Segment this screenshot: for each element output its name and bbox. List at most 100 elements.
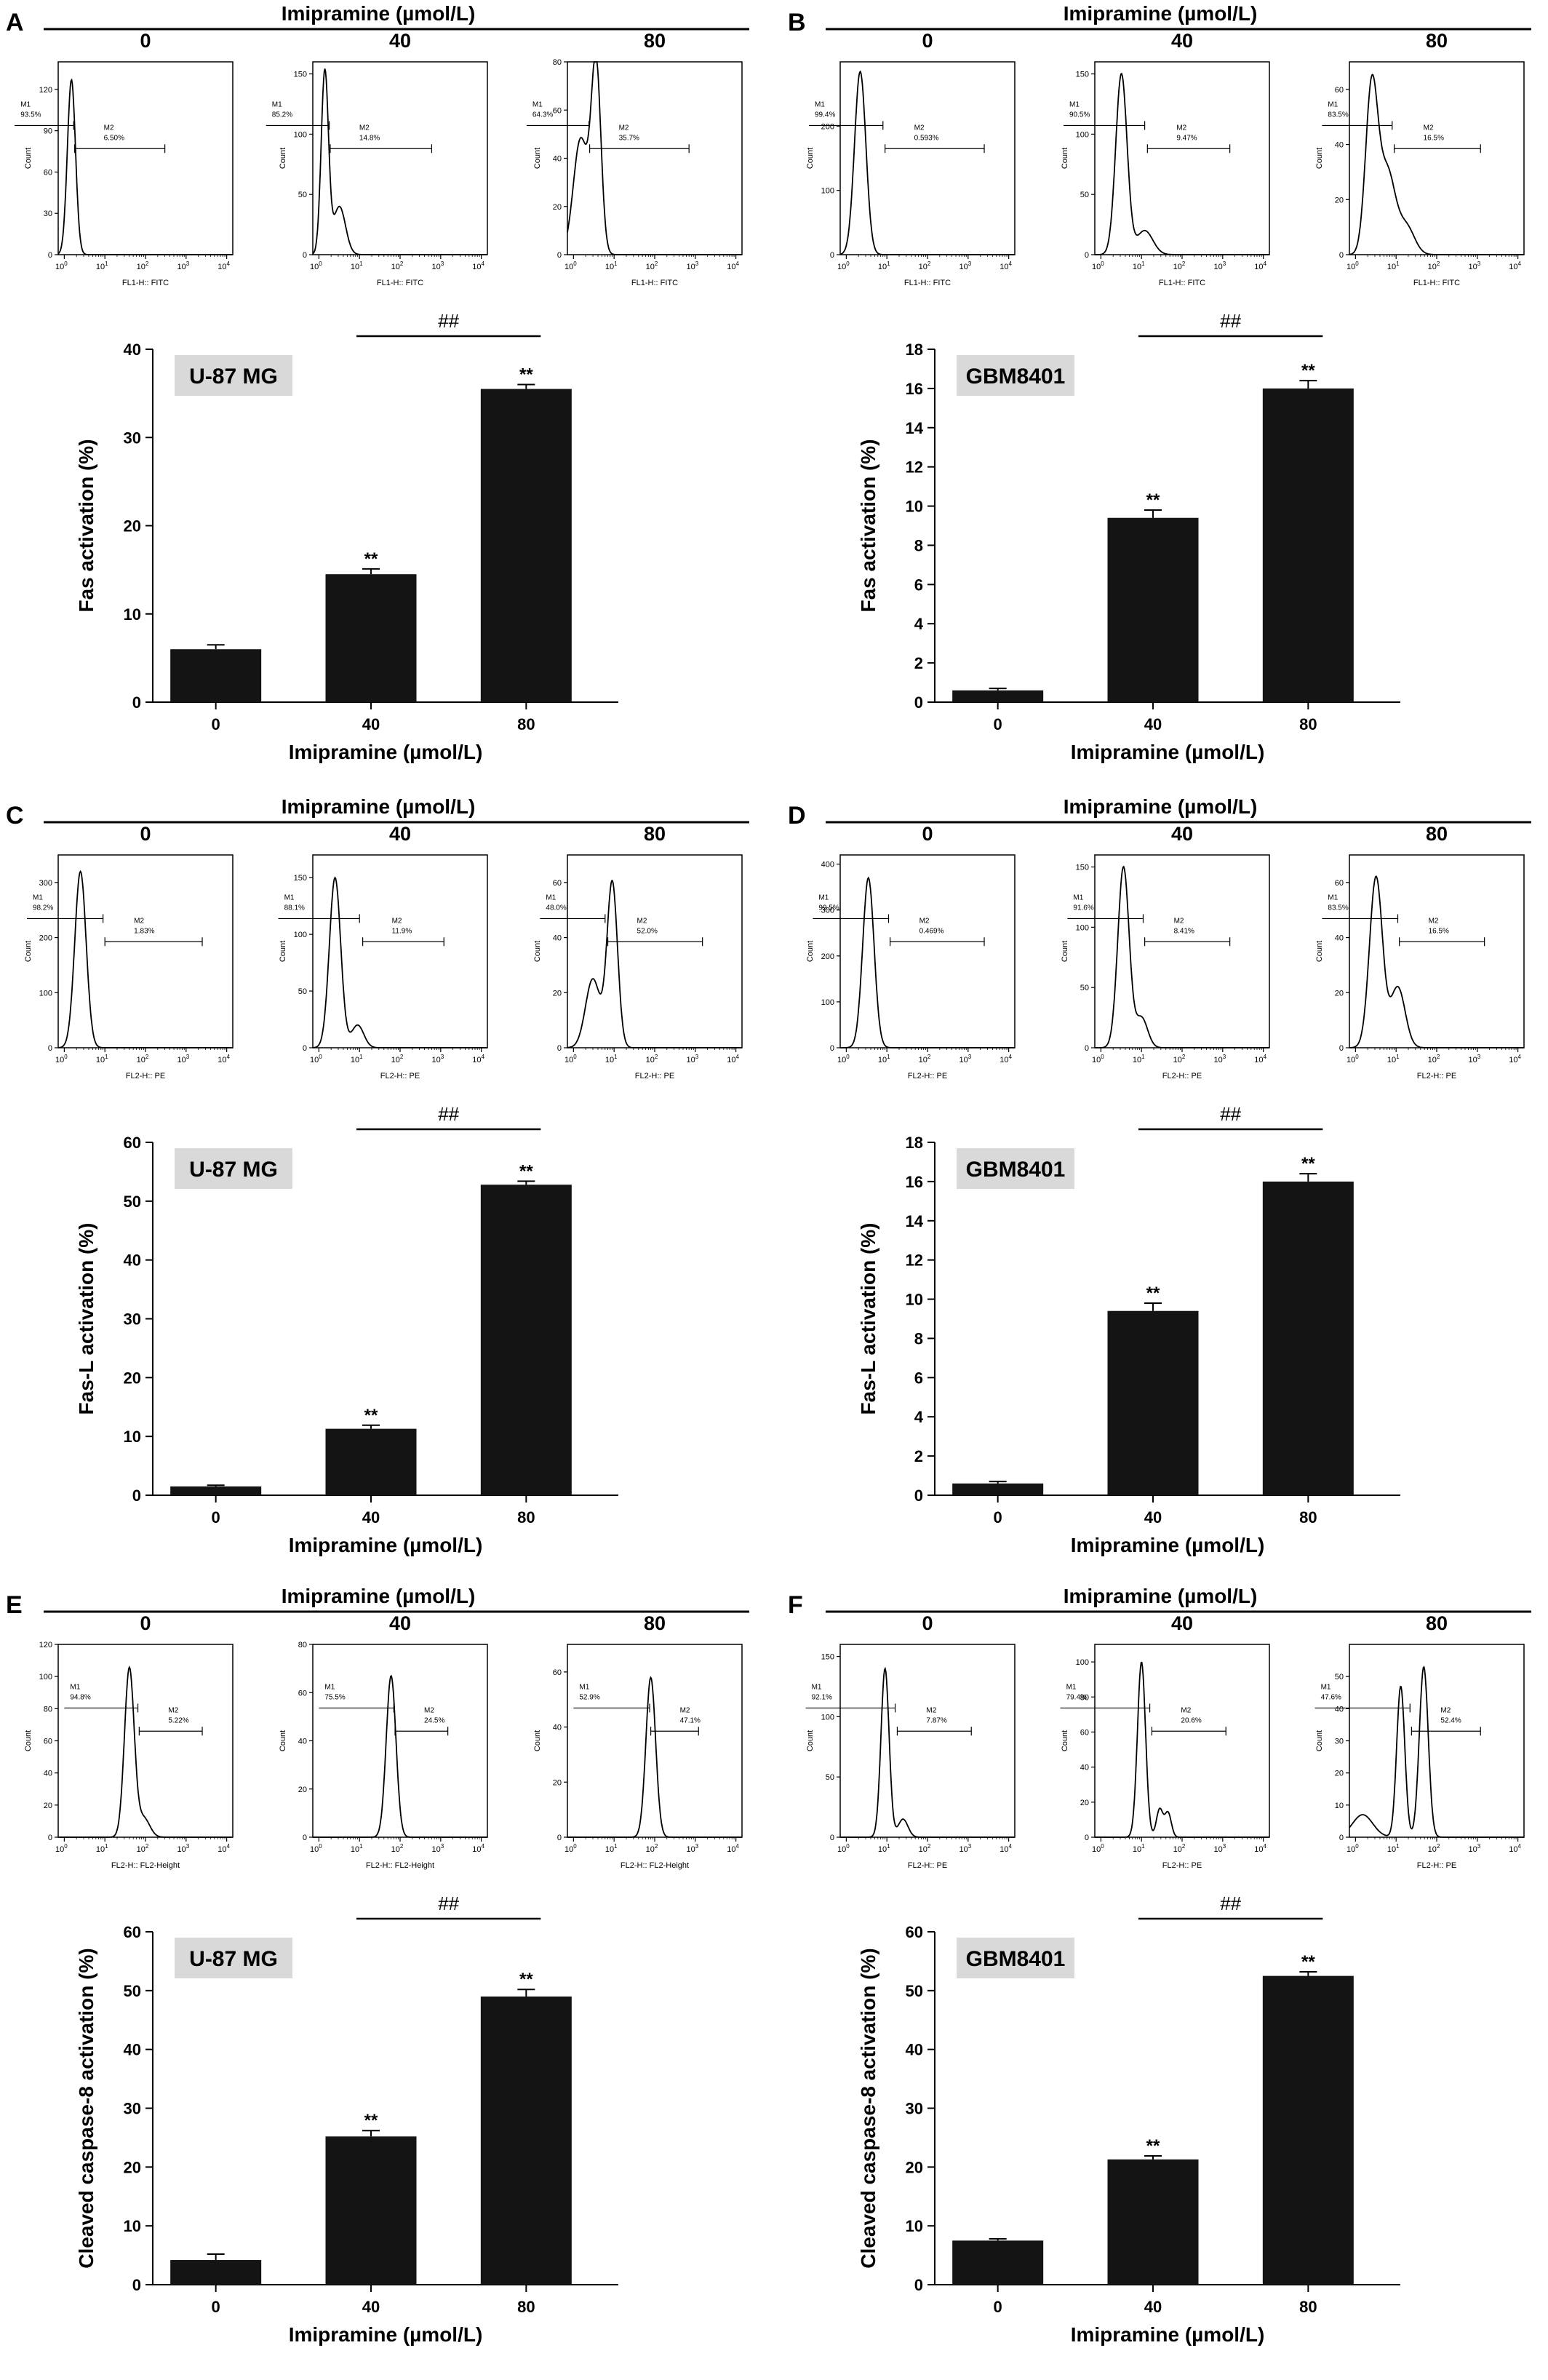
- hist-xtick-exp: 4: [1264, 260, 1267, 267]
- bar-ytick-label: 6: [914, 576, 923, 594]
- bar-40: [325, 574, 417, 702]
- m1-label: M1: [1069, 100, 1080, 108]
- comparison-mark: ##: [438, 310, 459, 332]
- hist-curve: [567, 880, 742, 1048]
- hist-xtick-label: 104: [1509, 260, 1521, 271]
- hist-curve: [312, 68, 487, 255]
- m1-label: M1: [20, 100, 31, 108]
- hist-xtick-label: 101: [605, 1054, 618, 1064]
- hist-ytick-label: 0: [48, 251, 52, 260]
- hist-xtick-exp: 0: [319, 1054, 322, 1060]
- hist-curve: [1095, 1661, 1269, 1838]
- hist-xtick-label: 103: [686, 1843, 698, 1854]
- hist-frame: [1094, 61, 1270, 255]
- hist-ytick-label: 20: [1335, 196, 1344, 204]
- hist-xtick-exp: 1: [359, 1843, 363, 1850]
- hist-xtick-label: 104: [1000, 260, 1012, 271]
- m1-label: M1: [284, 894, 295, 902]
- m1-percent: 90.5%: [1069, 111, 1090, 119]
- m2-percent: 47.1%: [680, 1716, 701, 1724]
- hist-xtick-exp: 4: [736, 1843, 740, 1850]
- hist-xtick-exp: 3: [695, 1054, 699, 1060]
- cell-line-label: GBM8401: [966, 1947, 1066, 1971]
- hist-ylabel: Count: [279, 941, 287, 962]
- hist-ylabel: Count: [806, 1730, 815, 1751]
- hist-frame: [839, 1644, 1016, 1838]
- hist-dose-label: 80: [1426, 30, 1448, 52]
- hist-xlabel: FL1-H:: FITC: [1159, 279, 1205, 287]
- hist-xtick-exp: 3: [441, 260, 444, 267]
- bar-0: [952, 690, 1044, 702]
- hist-xtick-label: 104: [218, 1054, 230, 1064]
- m1-label: M1: [1328, 894, 1338, 902]
- hist-xtick-label: 103: [431, 260, 444, 271]
- bar-ytick-label: 8: [914, 1329, 923, 1348]
- hist-ytick-label: 0: [1339, 1834, 1344, 1842]
- panel-header: Imipramine (µmol/L): [282, 2, 476, 25]
- hist-frame: [57, 1644, 234, 1838]
- hist-xtick-label: 100: [55, 260, 68, 271]
- bar-xtick-label: 0: [994, 2298, 1002, 2316]
- bar-ytick-label: 40: [124, 1251, 141, 1270]
- hist-ytick-label: 0: [303, 1044, 307, 1053]
- bar-xlabel: Imipramine (µmol/L): [1071, 741, 1265, 763]
- hist-xtick-exp: 3: [441, 1843, 444, 1850]
- panel-letter: A: [6, 9, 24, 36]
- hist-xtick-label: 102: [137, 260, 149, 271]
- hist-curve: [840, 1666, 1015, 1838]
- hist-xtick-label: 102: [1173, 1054, 1186, 1064]
- bar-ytick-label: 20: [124, 2158, 141, 2176]
- bar-xlabel: Imipramine (µmol/L): [289, 741, 483, 763]
- bar-xtick-label: 40: [362, 1508, 380, 1527]
- bar-ytick-label: 16: [906, 1173, 923, 1191]
- hist-ytick-label: 200: [39, 934, 52, 943]
- hist-xtick-exp: 1: [1141, 1054, 1145, 1060]
- bar-0: [952, 1483, 1044, 1495]
- hist-xtick-label: 104: [218, 1843, 230, 1854]
- bar-80: [480, 389, 572, 702]
- hist-ytick-label: 300: [39, 879, 52, 888]
- hist-ytick-label: 20: [1080, 1799, 1089, 1807]
- hist-xtick-exp: 2: [1182, 260, 1186, 267]
- hist-xtick-label: 104: [1254, 1843, 1266, 1854]
- hist-xtick-exp: 2: [400, 260, 404, 267]
- bar-xtick-label: 0: [994, 1508, 1002, 1527]
- hist-ytick-label: 0: [557, 251, 562, 260]
- hist-xtick-exp: 0: [64, 1843, 68, 1850]
- bar-ytick-label: 4: [914, 615, 924, 633]
- hist-xlabel: FL2-H:: PE: [380, 1072, 420, 1080]
- bar-ytick-label: 50: [124, 1982, 141, 2000]
- bar-xtick-label: 40: [362, 2298, 380, 2316]
- significance-mark: **: [1301, 361, 1315, 381]
- hist-xtick-exp: 3: [186, 1054, 190, 1060]
- hist-xtick-label: 103: [1468, 1843, 1480, 1854]
- bar-ytick-label: 14: [906, 1212, 924, 1230]
- bar-40: [1107, 517, 1199, 702]
- m1-label: M1: [546, 894, 556, 902]
- bar-ylabel: Fas activation (%): [75, 439, 97, 612]
- significance-mark: **: [364, 2111, 378, 2130]
- hist-xtick-label: 100: [1346, 1843, 1359, 1854]
- hist-xtick-exp: 3: [441, 1054, 444, 1060]
- m1-label: M1: [815, 100, 825, 108]
- bar-80: [480, 1185, 572, 1495]
- m1-percent: 91.6%: [1073, 904, 1093, 912]
- bar-ytick-label: 2: [914, 654, 923, 672]
- hist-curve: [840, 876, 1015, 1048]
- hist-xtick-exp: 0: [573, 260, 577, 267]
- hist-xtick-exp: 4: [227, 1054, 231, 1060]
- hist-xtick-exp: 4: [736, 1054, 740, 1060]
- hist-xtick-label: 101: [605, 1843, 618, 1854]
- bar-xtick-label: 80: [517, 715, 535, 733]
- m2-label: M2: [1174, 917, 1184, 925]
- significance-mark: **: [364, 1406, 378, 1425]
- comparison-mark: ##: [438, 1893, 459, 1914]
- hist-dose-label: 0: [922, 823, 933, 845]
- hist-xtick-label: 100: [564, 1054, 577, 1064]
- hist-curve: [1095, 865, 1269, 1048]
- hist-xtick-exp: 2: [1437, 1054, 1440, 1060]
- hist-ytick-label: 40: [1335, 934, 1344, 943]
